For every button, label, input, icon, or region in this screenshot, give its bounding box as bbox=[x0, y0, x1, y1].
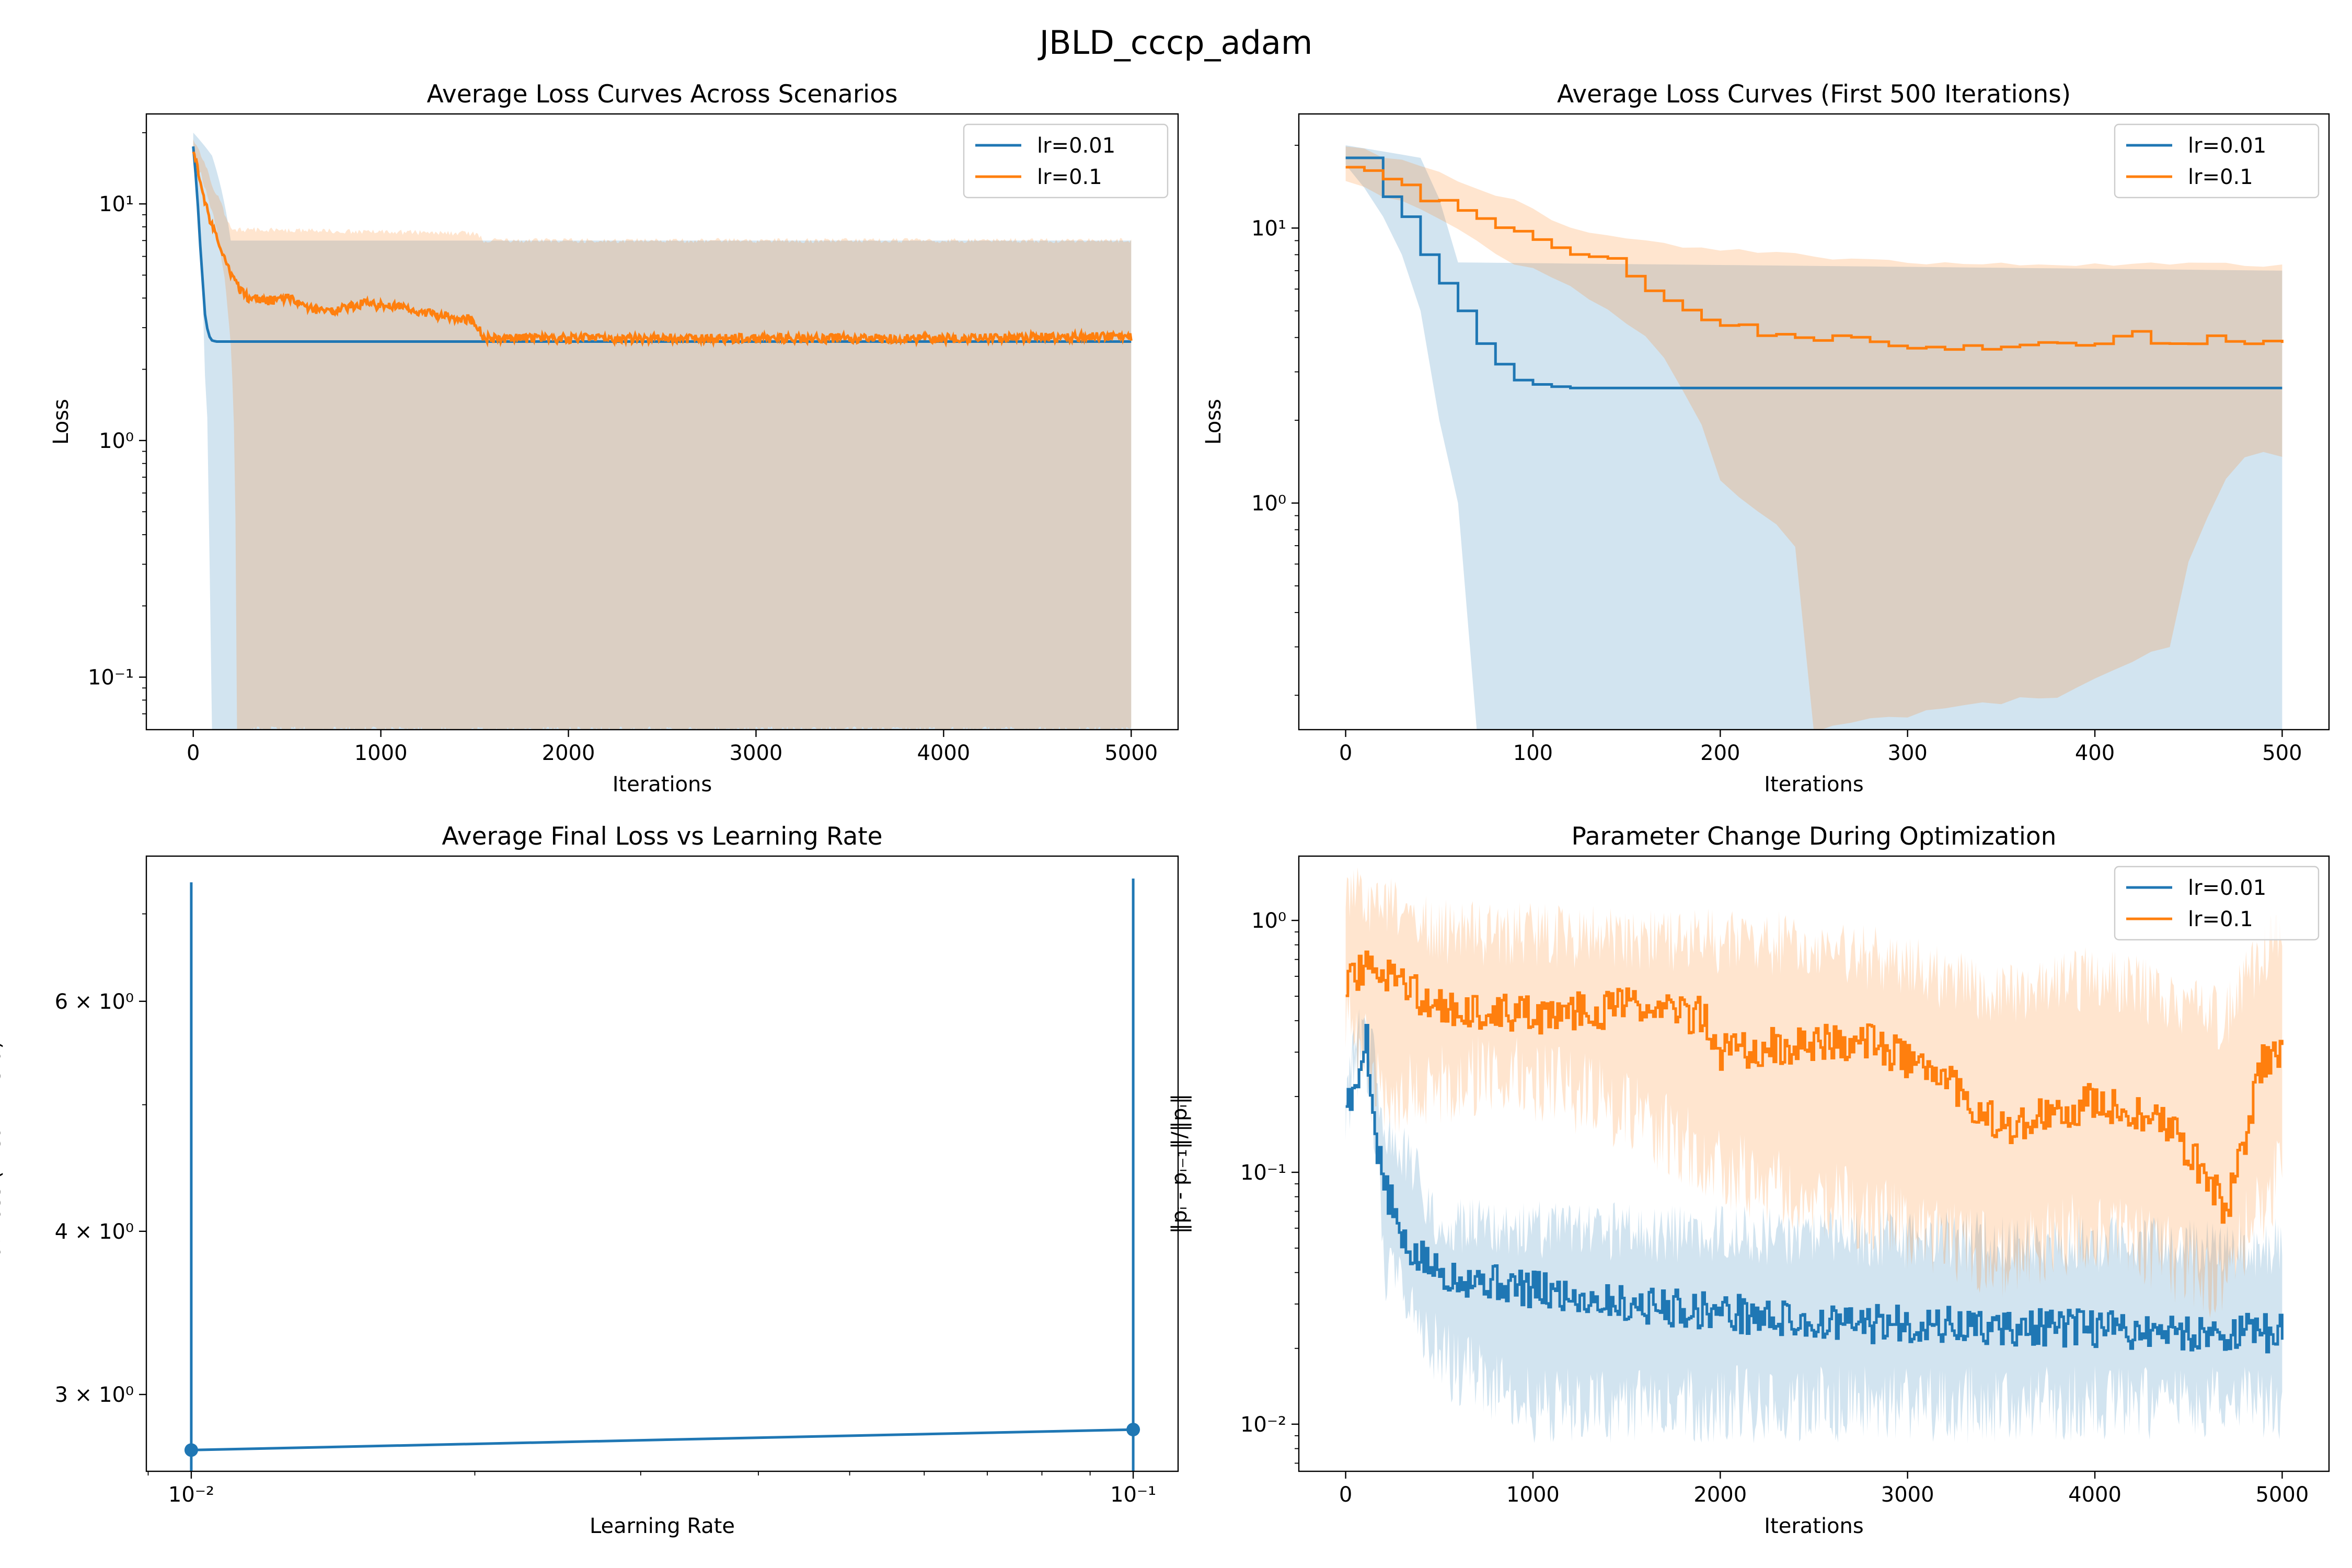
legend: lr=0.01 lr=0.1 bbox=[2114, 866, 2320, 941]
axes-panel2: 0 100 200 300 400 500 10⁰ 10¹ Average Loss Curve… bbox=[1202, 80, 2302, 797]
x-tick-label: 0 bbox=[1339, 1483, 1352, 1507]
x-tick-label: 2000 bbox=[542, 741, 595, 765]
x-tick-label: 5000 bbox=[1104, 741, 1158, 765]
x-tick-label: 400 bbox=[2075, 741, 2115, 765]
y-tick-label: 10¹ bbox=[1251, 216, 1286, 240]
figure-title: JBLD_cccp_adam bbox=[1037, 24, 1312, 62]
x-tick-label: 200 bbox=[1700, 741, 1740, 765]
legend-box bbox=[963, 123, 1169, 199]
frame-panel1 bbox=[145, 113, 1179, 731]
legend-entry: lr=0.01 bbox=[2188, 876, 2266, 900]
panel-title: Average Loss Curves Across Scenarios bbox=[427, 80, 898, 109]
plot-area-panel4 bbox=[1345, 867, 2284, 1444]
y-axis-label: ‖pᵢ - pᵢ₋₁‖/‖pᵢ‖ bbox=[1168, 1093, 1192, 1233]
data-point bbox=[1126, 1423, 1140, 1437]
legend: lr=0.01 lr=0.1 bbox=[963, 123, 1169, 199]
x-tick-label: 2000 bbox=[1693, 1483, 1747, 1507]
legend-entry: lr=0.01 bbox=[1037, 134, 1115, 158]
legend-entry: lr=0.01 bbox=[2188, 134, 2266, 158]
series-line-lr-0.01 bbox=[192, 146, 1132, 343]
series-line-lr-0.1 bbox=[1345, 950, 2284, 1224]
legend-entry: lr=0.1 bbox=[2188, 165, 2253, 189]
series-line-lr-0.1 bbox=[192, 151, 1133, 348]
band-lr-0.01 bbox=[193, 132, 1132, 730]
x-axis-label: Iterations bbox=[613, 773, 712, 797]
x-axis-label: Iterations bbox=[1764, 1514, 1864, 1538]
band-lr-0.01 bbox=[1345, 145, 2282, 730]
y-tick-label: 10⁰ bbox=[1251, 491, 1286, 515]
y-tick-label: 10⁻² bbox=[1240, 1413, 1286, 1437]
y-tick-label: 10¹ bbox=[99, 192, 134, 216]
plot-area-panel1 bbox=[192, 132, 1133, 730]
axes-panel4: 0 1000 2000 3000 4000 5000 10⁻² 10⁻¹ 10⁰ Paramete… bbox=[1168, 822, 2309, 1538]
y-axis-label: Loss bbox=[49, 399, 73, 445]
legend-entry: lr=0.1 bbox=[2188, 907, 2253, 931]
x-tick-label: 0 bbox=[187, 741, 200, 765]
band-lr-0.01 bbox=[1345, 1009, 2282, 1444]
x-tick-label: 300 bbox=[1888, 741, 1928, 765]
y-tick-label: 10⁻¹ bbox=[88, 666, 134, 690]
frame-panel3 bbox=[145, 855, 1179, 1472]
axes-panel1: 0 1000 2000 3000 4000 5000 10⁻¹ 10⁰ 10¹ Average L… bbox=[49, 80, 1158, 797]
y-tick-label: 6 × 10⁰ bbox=[55, 990, 134, 1014]
legend: lr=0.01 lr=0.1 bbox=[2114, 123, 2320, 199]
band-lr-0.1 bbox=[193, 139, 1132, 730]
series-line-lr-0.01 bbox=[1345, 1024, 2284, 1354]
x-tick-label: 100 bbox=[1513, 741, 1553, 765]
series-line bbox=[191, 1428, 1134, 1451]
series-line-lr-0.1 bbox=[1345, 166, 2284, 351]
x-tick-label: 0 bbox=[1339, 741, 1352, 765]
x-tick-label: 1000 bbox=[354, 741, 408, 765]
y-tick-label: 4 × 10⁰ bbox=[55, 1220, 134, 1244]
y-axis-label: Loss bbox=[1202, 399, 1226, 445]
x-tick-label: 10⁻¹ bbox=[1110, 1483, 1156, 1507]
x-tick-label: 10⁻² bbox=[168, 1483, 214, 1507]
y-axis-label: Final Loss (mean ± std) bbox=[0, 1041, 5, 1287]
frame-panel2 bbox=[1298, 113, 2330, 731]
y-tick-label: 10⁰ bbox=[1251, 909, 1286, 933]
y-tick-label: 10⁻¹ bbox=[1240, 1161, 1286, 1185]
panel-title: Average Final Loss vs Learning Rate bbox=[442, 822, 882, 851]
axes-panel3: 10⁻² 10⁻¹ 3 × 10⁰ 4 × 10⁰ 6 × 10⁰ Average Fin… bbox=[0, 822, 1156, 1538]
data-point bbox=[184, 1443, 198, 1457]
plot-area-panel2 bbox=[1345, 145, 2284, 730]
x-tick-label: 4000 bbox=[2068, 1483, 2122, 1507]
legend-box bbox=[2114, 123, 2320, 199]
y-tick-label: 3 × 10⁰ bbox=[55, 1383, 134, 1407]
x-axis-label: Learning Rate bbox=[590, 1514, 735, 1538]
band-lr-0.1 bbox=[1345, 146, 2282, 730]
series-line-lr-0.01 bbox=[1345, 156, 2282, 389]
panel-title: Parameter Change During Optimization bbox=[1572, 822, 2057, 851]
frame-panel4 bbox=[1298, 855, 2330, 1472]
panel-title: Average Loss Curves (First 500 Iteration… bbox=[1557, 80, 2071, 109]
x-tick-label: 3000 bbox=[730, 741, 783, 765]
plot-area-panel3 bbox=[190, 878, 1135, 1471]
legend-box bbox=[2114, 866, 2320, 941]
x-tick-label: 1000 bbox=[1506, 1483, 1560, 1507]
x-tick-label: 4000 bbox=[917, 741, 970, 765]
x-axis-label: Iterations bbox=[1764, 773, 1864, 797]
y-tick-label: 10⁰ bbox=[99, 429, 134, 453]
x-tick-label: 5000 bbox=[2256, 1483, 2309, 1507]
band-lr-0.1 bbox=[1345, 867, 2282, 1318]
x-tick-label: 3000 bbox=[1881, 1483, 1934, 1507]
x-tick-label: 500 bbox=[2262, 741, 2302, 765]
legend-entry: lr=0.1 bbox=[1037, 165, 1102, 189]
